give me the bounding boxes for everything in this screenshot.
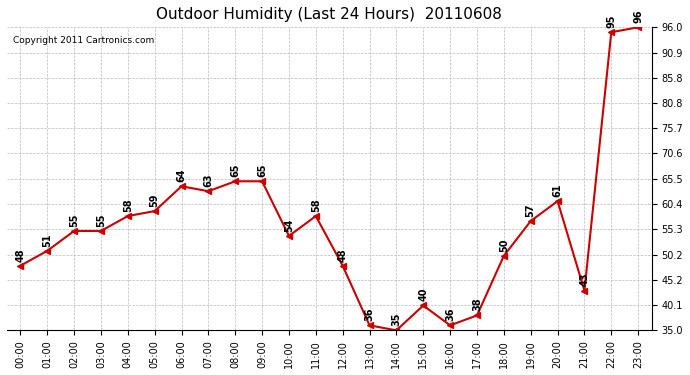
Text: 61: 61: [553, 183, 562, 197]
Text: 50: 50: [499, 238, 509, 252]
Text: 36: 36: [445, 308, 455, 321]
Text: 55: 55: [96, 213, 106, 227]
Text: 40: 40: [418, 288, 428, 302]
Text: 63: 63: [204, 174, 213, 187]
Text: 58: 58: [310, 198, 321, 212]
Text: 48: 48: [15, 248, 26, 262]
Text: 55: 55: [69, 213, 79, 227]
Text: 36: 36: [364, 308, 375, 321]
Text: 64: 64: [177, 169, 186, 182]
Text: 95: 95: [607, 15, 616, 28]
Text: 65: 65: [257, 164, 267, 177]
Text: 54: 54: [284, 218, 294, 232]
Text: 96: 96: [633, 10, 643, 23]
Text: 48: 48: [337, 248, 348, 262]
Text: Copyright 2011 Cartronics.com: Copyright 2011 Cartronics.com: [13, 36, 155, 45]
Title: Outdoor Humidity (Last 24 Hours)  20110608: Outdoor Humidity (Last 24 Hours) 2011060…: [157, 7, 502, 22]
Text: 59: 59: [150, 194, 159, 207]
Text: 38: 38: [472, 298, 482, 311]
Text: 65: 65: [230, 164, 240, 177]
Text: 43: 43: [580, 273, 589, 286]
Text: 51: 51: [42, 233, 52, 247]
Text: 57: 57: [526, 203, 535, 217]
Text: 58: 58: [123, 198, 132, 212]
Text: 35: 35: [391, 313, 402, 326]
